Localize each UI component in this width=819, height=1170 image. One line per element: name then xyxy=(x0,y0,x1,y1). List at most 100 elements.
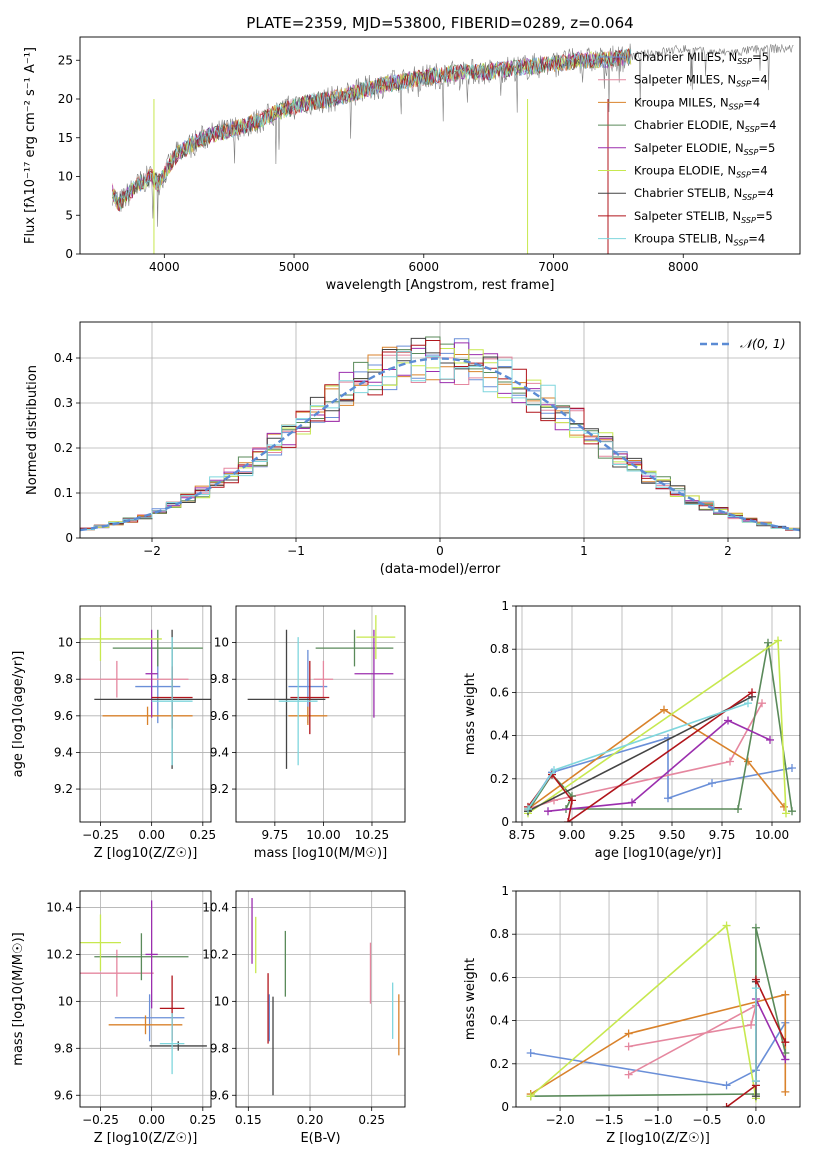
legend-entry-n: =4 xyxy=(757,186,774,200)
spectrum-model-line xyxy=(112,49,632,210)
x-tick-label: −0.25 xyxy=(82,1113,119,1127)
legend-entry-main: Chabrier MILES, N xyxy=(634,50,737,64)
weight-point-marker xyxy=(781,1038,790,1047)
y-tick-label: 10 xyxy=(58,170,73,184)
x-tick-label: 0.00 xyxy=(138,828,165,842)
y-tick-label: 1 xyxy=(501,599,509,613)
x-tick-label: 0.0 xyxy=(746,1113,765,1127)
legend-entry-ssp: SSP xyxy=(744,148,759,157)
x-tick-label: 9.75 xyxy=(261,828,288,842)
y-tick-label: 5 xyxy=(65,208,73,222)
weight-point-marker xyxy=(751,923,760,932)
legend-entry-n: =4 xyxy=(751,73,768,87)
plot-area xyxy=(247,615,396,769)
x-tick-label: 9.75 xyxy=(709,828,736,842)
legend-entry-n: =4 xyxy=(760,118,777,132)
weight-point-marker xyxy=(748,688,756,697)
weight-point-marker xyxy=(524,805,532,814)
x-tick-label: 0.25 xyxy=(358,1113,385,1127)
y-tick-label: 9.6 xyxy=(54,709,73,723)
weight-series-line xyxy=(628,1003,758,1076)
x-axis-label: Z [log10(Z/Z☉)] xyxy=(94,1131,198,1146)
weight-point-marker xyxy=(544,807,552,816)
weight-point-marker xyxy=(628,798,636,807)
spectrum-model-line xyxy=(112,49,632,212)
weight-point-marker xyxy=(722,1103,731,1107)
panel-weight-vs-Z: −2.0 −1.5 −1.0 −0.5 0.0 0 0.2 0.4 0.6 0.8 1 Z [log1… xyxy=(463,884,801,1146)
normal-reference-curve xyxy=(80,357,800,532)
legend-entry-ssp: SSP xyxy=(729,102,744,111)
weight-point-marker xyxy=(751,975,760,984)
weight-point-marker xyxy=(724,716,732,725)
y-tick-label: 10.2 xyxy=(46,947,73,961)
y-tick-label: 0.3 xyxy=(54,396,73,410)
legend-entry: Salpeter MILES, NSSP=4 xyxy=(634,73,768,89)
axes-frame xyxy=(79,605,212,823)
x-tick-label: 4000 xyxy=(149,260,180,274)
weight-point-marker xyxy=(722,921,731,930)
x-tick-label: 0.25 xyxy=(189,1113,216,1127)
spectrum-model-line xyxy=(112,50,632,211)
legend-entry-n: =4 xyxy=(743,95,760,109)
weight-series-line xyxy=(527,639,787,815)
weight-point-marker xyxy=(781,990,790,999)
weight-series-line xyxy=(527,708,785,810)
x-axis-label: E(B-V) xyxy=(300,1131,340,1146)
weight-point-marker xyxy=(747,1020,756,1029)
legend-entry-n: =4 xyxy=(748,232,765,246)
legend-entry: Chabrier STELIB, NSSP=4 xyxy=(634,186,774,202)
legend-entry-ssp: SSP xyxy=(737,57,752,66)
panel-mass-vs-Z: −0.25 0.00 0.25 9.6 9.8 10 10.2 10.4 Z [log10(Z/… xyxy=(11,890,216,1146)
axes-frame xyxy=(235,890,406,1108)
weight-point-marker xyxy=(624,1070,633,1079)
legend-entry-main: Kroupa MILES, N xyxy=(634,95,729,109)
y-tick-label: 10.4 xyxy=(46,900,73,914)
x-tick-label: 0.20 xyxy=(297,1113,324,1127)
weight-point-marker xyxy=(751,1077,760,1086)
weight-point-marker xyxy=(734,805,742,814)
legend-entry-n: =5 xyxy=(752,50,769,64)
legend-entry-main: Chabrier STELIB, N xyxy=(634,186,742,200)
panel-age-vs-Z: −0.25 0.00 0.25 9.2 9.4 9.6 9.8 10 Z [log10(Z/Z☉… xyxy=(11,605,216,861)
x-axis-label: (data-model)/error xyxy=(380,562,501,577)
legend-entry-main: Kroupa ELODIE, N xyxy=(634,164,736,178)
y-tick-label: 0 xyxy=(65,247,73,261)
y-axis-label: mass weight xyxy=(463,958,478,1040)
plot-area xyxy=(80,336,800,533)
legend-entry: 𝒩(0, 1) xyxy=(740,336,786,351)
spectrum-model-line xyxy=(112,48,632,210)
weight-point-marker xyxy=(744,757,752,766)
legend-entry-main: Kroupa STELIB, N xyxy=(634,232,734,246)
weight-series-line xyxy=(527,691,753,822)
x-tick-label: 9.25 xyxy=(609,828,636,842)
y-tick-label: 0.2 xyxy=(490,772,509,786)
spectrum-model-line xyxy=(112,48,632,210)
legend-entry: Salpeter ELODIE, NSSP=5 xyxy=(634,141,775,157)
weight-point-marker xyxy=(774,636,782,645)
x-tick-label: −2.0 xyxy=(545,1113,574,1127)
x-tick-label: −1.5 xyxy=(594,1113,623,1127)
y-tick-label: 9.4 xyxy=(54,745,73,759)
x-tick-label: −2 xyxy=(143,544,161,558)
x-axis-label: Z [log10(Z/Z☉)] xyxy=(606,1131,710,1146)
panel-residuals: −2 −1 0 1 2 0 0.1 0.2 0.3 0.4 (data-model)/error No… xyxy=(25,321,801,577)
y-tick-label: 0.1 xyxy=(54,486,73,500)
legend-entry: Salpeter STELIB, NSSP=5 xyxy=(634,209,773,225)
y-tick-label: 0.6 xyxy=(490,685,509,699)
spectrum-model-line xyxy=(112,49,632,209)
weight-point-marker xyxy=(708,779,716,788)
y-axis-label: mass weight xyxy=(463,673,478,755)
x-tick-label: 6000 xyxy=(409,260,440,274)
x-tick-label: 10.25 xyxy=(355,828,389,842)
x-tick-label: 8000 xyxy=(668,260,699,274)
plot-area xyxy=(112,43,794,254)
weight-point-marker xyxy=(526,1092,535,1101)
x-tick-label: 0.00 xyxy=(138,1113,165,1127)
weight-point-marker xyxy=(780,802,788,811)
axes-frame xyxy=(79,321,801,539)
axes-frame xyxy=(235,605,406,823)
weight-point-marker xyxy=(664,794,672,803)
y-tick-label: 0 xyxy=(501,815,509,829)
weight-point-marker xyxy=(758,699,766,708)
